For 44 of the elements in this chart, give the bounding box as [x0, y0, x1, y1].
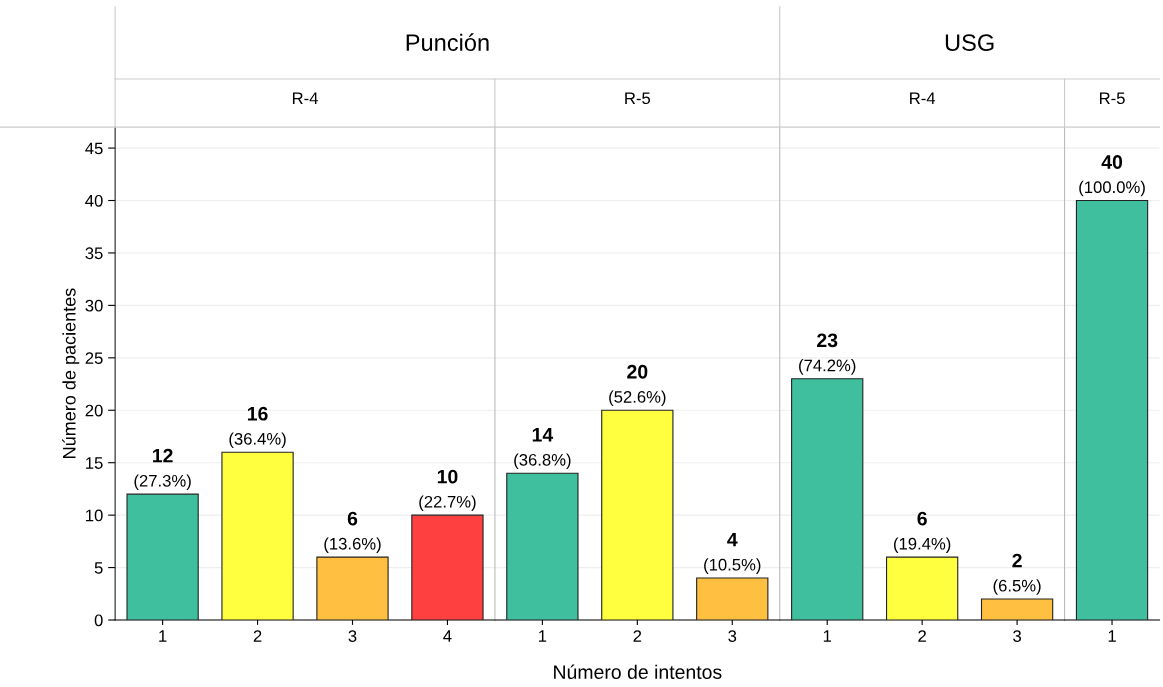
chart-subtitle: R-5	[1099, 92, 1125, 105]
chart-title: Punción	[406, 33, 489, 51]
x-tick-label: 2	[253, 630, 262, 642]
data-label: 4 (10.5%)	[704, 532, 761, 574]
y-tick-label: 15	[86, 457, 103, 469]
data-label: 40 (100.0%)	[1079, 155, 1145, 197]
y-tick-label: 25	[85, 352, 103, 365]
x-tick-label: 2	[918, 630, 926, 642]
bar	[126, 493, 199, 621]
bar	[411, 514, 484, 621]
bar	[221, 451, 294, 621]
y-tick-label: 30	[85, 299, 103, 312]
x-tick-label: 1	[159, 630, 167, 642]
y-tick-label: 5	[94, 562, 103, 574]
data-label: 14 (36.8%)	[514, 428, 571, 470]
x-tick-label: 1	[823, 630, 832, 642]
x-tick-label: 1	[1108, 630, 1116, 642]
x-tick-label: 2	[633, 630, 642, 642]
bar	[316, 556, 389, 621]
chart-subtitle: R-4	[910, 92, 936, 104]
y-tick-label: 0	[94, 614, 103, 627]
x-tick-label: 3	[728, 630, 737, 642]
y-tick-label: 35	[85, 247, 103, 260]
x-tick-label: 1	[539, 630, 547, 642]
data-label: 23 (74.2%)	[799, 333, 856, 375]
data-label: 6 (19.4%)	[894, 511, 951, 553]
y-tick-label: 40	[85, 194, 103, 207]
y-tick-label: 10	[86, 509, 103, 522]
data-label: 2 (6.5%)	[993, 553, 1041, 595]
y-axis-title: Número de pacientes	[62, 288, 80, 458]
chart-subtitle: R-5	[625, 92, 651, 105]
data-label: 10 (22.7%)	[419, 469, 476, 511]
data-label: 20 (52.6%)	[609, 364, 666, 407]
x-axis-title: Número de intentos	[554, 664, 722, 679]
x-tick-label: 3	[348, 630, 357, 642]
chart-subtitle: R-4	[292, 92, 318, 104]
data-label: 16 (36.4%)	[229, 406, 286, 449]
data-label: 6 (13.6%)	[324, 511, 381, 553]
x-tick-label: 4	[443, 630, 452, 642]
x-tick-label: 3	[1013, 630, 1021, 642]
data-label: 12 (27.3%)	[134, 448, 191, 490]
chart-title: USG	[945, 34, 994, 51]
y-tick-label: 45	[85, 142, 103, 155]
y-tick-label: 20	[85, 404, 103, 417]
